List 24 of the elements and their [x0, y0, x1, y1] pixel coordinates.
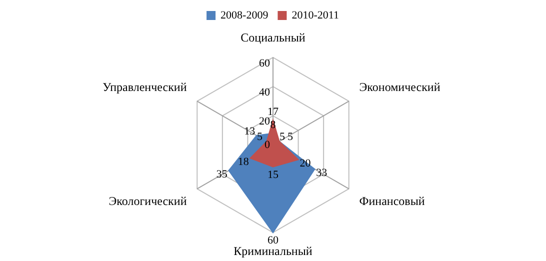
data-label: 8	[270, 119, 276, 132]
spoke-label: Финансовый	[359, 194, 426, 208]
data-label: 60	[268, 234, 279, 246]
spoke-label: Социальный	[240, 30, 306, 44]
data-label: 15	[268, 168, 279, 181]
data-label: 33	[316, 166, 328, 179]
legend-label: 2008-2009	[220, 9, 269, 22]
data-label: 20	[300, 157, 312, 170]
data-label: 5	[257, 131, 263, 144]
data-label: 5	[280, 131, 286, 144]
y-tick-label: 20	[259, 116, 270, 128]
data-label: 5	[288, 131, 294, 144]
y-tick-label: 40	[259, 86, 270, 98]
y-tick-label: 0	[264, 138, 270, 151]
legend-label: 2010-2011	[292, 9, 339, 22]
data-label: 17	[268, 106, 279, 118]
data-label: 13	[244, 125, 256, 138]
y-tick-label: 60	[259, 57, 270, 70]
spoke-label: Управленческий	[102, 80, 188, 94]
spoke-label: Экологический	[108, 194, 188, 208]
data-label: 35	[216, 168, 228, 180]
spoke-label: Криминальный	[234, 244, 313, 258]
data-label: 18	[238, 156, 250, 168]
spoke-label: Экономический	[359, 80, 441, 94]
